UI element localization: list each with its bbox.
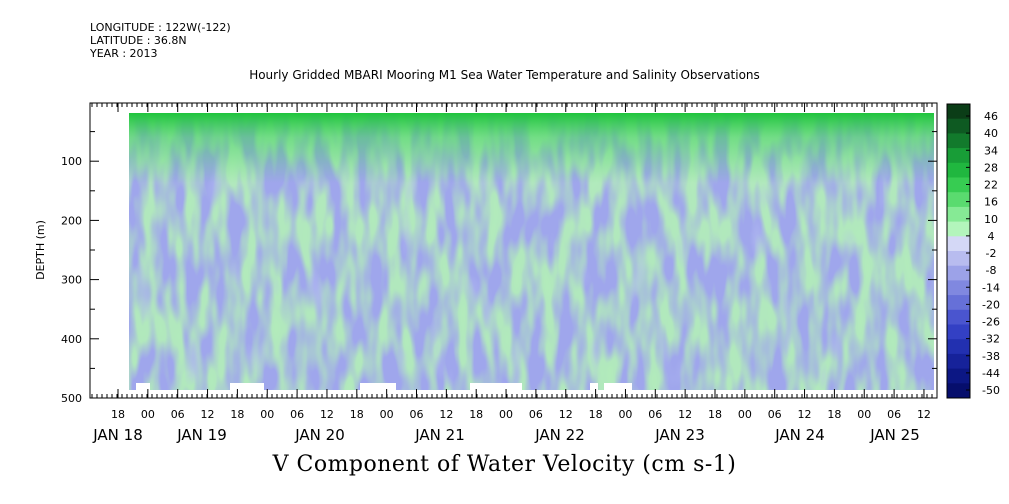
colorbar-label: -2 <box>986 247 997 260</box>
x-date-label: JAN 21 <box>414 426 465 444</box>
x-hour-label: 18 <box>469 408 483 421</box>
x-hour-label: 12 <box>917 408 931 421</box>
year-label: YEAR : 2013 <box>90 47 158 60</box>
variable-caption: V Component of Water Velocity (cm s-1) <box>272 452 737 477</box>
latitude-label: LATITUDE : 36.8N <box>90 34 187 47</box>
x-hour-label: 00 <box>380 408 394 421</box>
x-hour-label: 00 <box>141 408 155 421</box>
x-date-label: JAN 23 <box>654 426 705 444</box>
x-hour-label: 00 <box>260 408 274 421</box>
x-hour-label: 06 <box>768 408 782 421</box>
x-hour-label: 06 <box>648 408 662 421</box>
x-hour-label: 12 <box>320 408 334 421</box>
colorbar-label: -14 <box>982 281 1000 294</box>
y-tick-label: 400 <box>61 333 82 346</box>
x-date-label: JAN 20 <box>294 426 345 444</box>
x-hour-label: 18 <box>589 408 603 421</box>
missing-data-gap <box>470 383 522 390</box>
x-hour-label: 00 <box>857 408 871 421</box>
colorbar-label: 28 <box>984 161 998 174</box>
colorbar-segment <box>947 221 970 237</box>
colorbar-segment <box>947 353 970 370</box>
x-hour-label: 12 <box>201 408 215 421</box>
x-hour-label: 12 <box>678 408 692 421</box>
colorbar-label: 10 <box>984 213 998 226</box>
x-hour-label: 06 <box>410 408 424 421</box>
colorbar-segment <box>947 339 970 355</box>
x-date-label: JAN 22 <box>534 426 585 444</box>
colorbar-segment <box>947 265 970 281</box>
x-hour-label: 06 <box>529 408 543 421</box>
chart-title: Hourly Gridded MBARI Mooring M1 Sea Wate… <box>249 68 760 82</box>
colorbar-label: 40 <box>984 127 998 140</box>
colorbar-label: 22 <box>984 179 998 192</box>
colorbar-segment <box>947 192 970 208</box>
x-hour-label: 06 <box>171 408 185 421</box>
colorbar-label: -26 <box>982 316 1000 329</box>
x-date-label: JAN 18 <box>92 426 143 444</box>
x-hour-label: 00 <box>618 408 632 421</box>
x-hour-label: 12 <box>439 408 453 421</box>
y-axis-label: DEPTH (m) <box>34 220 47 280</box>
colorbar-label: -20 <box>982 298 1000 311</box>
x-date-label: JAN 19 <box>176 426 227 444</box>
colorbar-segment <box>947 295 970 311</box>
y-tick-label: 100 <box>61 155 82 168</box>
x-hour-label: 12 <box>798 408 812 421</box>
colorbar-label: -50 <box>982 384 1000 397</box>
x-hour-label: 06 <box>887 408 901 421</box>
colorbar-segment <box>947 236 970 252</box>
colorbar-label: -32 <box>982 333 1000 346</box>
x-hour-label: 12 <box>559 408 573 421</box>
colorbar-label: 46 <box>984 110 998 123</box>
colorbar-segment <box>947 206 970 223</box>
x-hour-label: 18 <box>350 408 364 421</box>
y-tick-label: 300 <box>61 274 82 287</box>
colorbar-label: -8 <box>986 264 997 277</box>
plot-area: 100 200 300 400 500 18 00 06 12 18 00 06 12 18 00 06 12… <box>61 102 938 444</box>
missing-data-gap <box>136 383 150 390</box>
y-tick-label: 200 <box>61 214 82 227</box>
colorbar-label: 4 <box>988 230 995 243</box>
heatmap-surface-layer <box>129 113 934 183</box>
x-hour-label: 18 <box>708 408 722 421</box>
colorbar-segment <box>947 368 970 384</box>
colorbar-segment <box>947 251 970 267</box>
x-hour-label: 00 <box>499 408 513 421</box>
minor-ticks <box>91 103 933 398</box>
colorbar-segment <box>947 104 970 120</box>
x-axis: 18 00 06 12 18 00 06 12 18 00 06 12 18 00 06 12 18 00 06 12… <box>92 103 931 444</box>
x-hour-label: 00 <box>738 408 752 421</box>
missing-data-gap <box>590 383 598 390</box>
missing-data-gap <box>230 383 264 390</box>
colorbar-segment <box>947 280 970 296</box>
colorbar-segment <box>947 177 970 193</box>
colorbar-segment <box>947 118 970 134</box>
x-hour-label: 18 <box>111 408 125 421</box>
x-date-label: JAN 25 <box>869 426 920 444</box>
colorbar-label: 16 <box>984 196 998 209</box>
colorbar-segment <box>947 162 970 178</box>
missing-data-gap <box>360 383 396 390</box>
x-date-label: JAN 24 <box>774 426 825 444</box>
x-hour-label: 06 <box>290 408 304 421</box>
colorbar-label: -44 <box>982 367 1000 380</box>
longitude-label: LONGITUDE : 122W(-122) <box>90 21 231 34</box>
missing-data-gap <box>604 383 632 390</box>
x-hour-label: 18 <box>827 408 841 421</box>
colorbar-segment <box>947 309 970 325</box>
colorbar-frame <box>946 103 971 399</box>
colorbar: 46 40 34 28 22 16 10 4 -2 -8 -14 -20 -26 -32 -38 -44 -50 <box>946 103 1000 399</box>
x-hour-label: 18 <box>230 408 244 421</box>
colorbar-label: 34 <box>984 144 998 157</box>
colorbar-segment <box>947 148 970 164</box>
heatmap-field <box>129 113 934 390</box>
colorbar-segment <box>947 383 970 399</box>
colorbar-segment <box>947 324 970 340</box>
colorbar-label: -38 <box>982 350 1000 363</box>
y-axis: 100 200 300 400 500 <box>61 131 937 405</box>
y-tick-label: 500 <box>61 392 82 405</box>
colorbar-segment <box>947 133 970 149</box>
